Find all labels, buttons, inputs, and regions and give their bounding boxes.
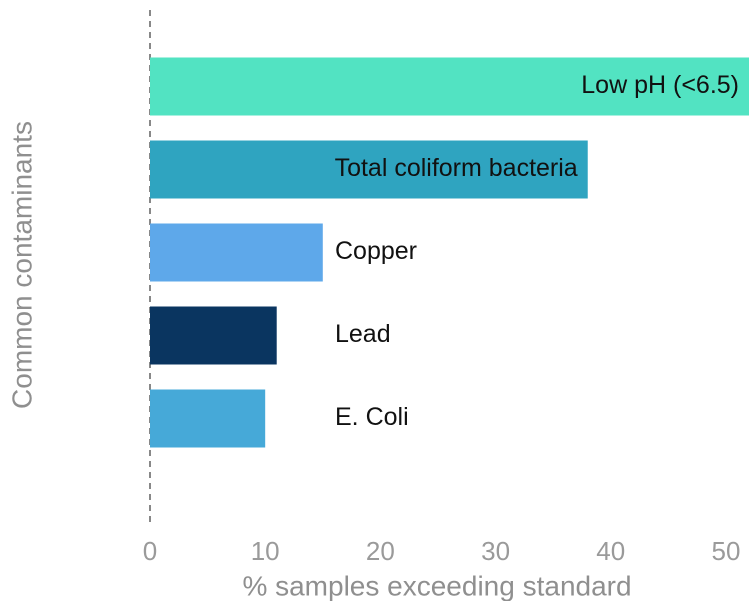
bar (150, 223, 323, 282)
x-tick-label: 50 (712, 536, 741, 566)
y-axis-title: Common contaminants (6, 121, 37, 409)
x-tick-label: 20 (366, 536, 395, 566)
bar (150, 306, 277, 365)
category-label: Lead (335, 320, 391, 348)
bar (150, 57, 749, 116)
x-tick-label: 40 (596, 536, 625, 566)
category-label: Low pH (<6.5) (581, 71, 739, 99)
x-axis-title: % samples exceeding standard (242, 570, 631, 601)
bar (150, 140, 588, 199)
x-tick-label: 10 (251, 536, 280, 566)
category-label: E. Coli (335, 403, 409, 431)
category-label: Copper (335, 237, 417, 265)
x-tick-label: 0 (143, 536, 157, 566)
category-label: Total coliform bacteria (335, 154, 578, 182)
bar (150, 389, 266, 448)
x-tick-label: 30 (481, 536, 510, 566)
